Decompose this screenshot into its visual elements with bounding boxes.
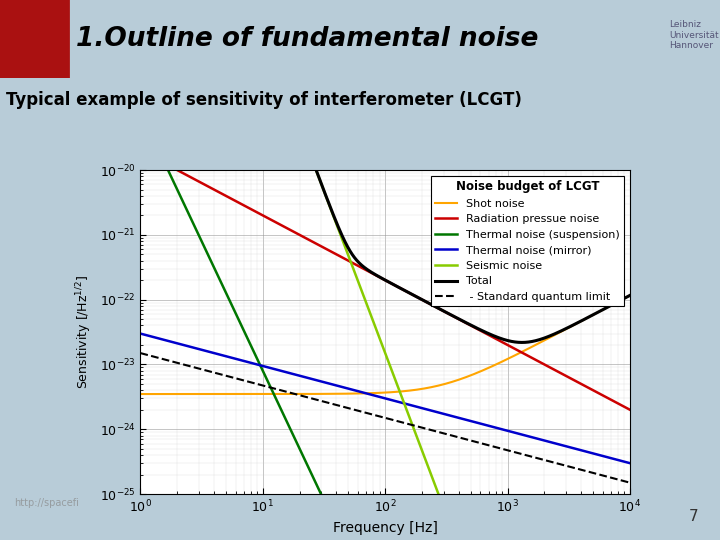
Thermal noise (mirror) (611, 456, 620, 463)
FancyBboxPatch shape (0, 0, 68, 78)
Line: Thermal noise (mirror): Thermal noise (mirror) (140, 334, 630, 463)
Text: 7: 7 (689, 509, 698, 524)
Radiation pressue noise (161, 160, 170, 167)
Radiation pressue noise (626, 407, 634, 413)
Radiation pressue noise (611, 399, 620, 406)
 - Standard quantum limit (521, 452, 530, 458)
Total (626, 292, 634, 299)
 - Standard quantum limit (161, 356, 170, 363)
 - Standard quantum limit (626, 480, 634, 486)
Line: Thermal noise (suspension): Thermal noise (suspension) (140, 112, 630, 540)
 - Standard quantum limit (374, 413, 383, 420)
Radiation pressue noise (361, 267, 370, 273)
Shot noise (626, 292, 634, 299)
Text: Typical example of sensitivity of interferometer (LCGT): Typical example of sensitivity of interf… (6, 91, 522, 109)
Line:  - Standard quantum limit: - Standard quantum limit (140, 353, 630, 483)
Radiation pressue noise (521, 352, 530, 358)
Thermal noise (mirror) (361, 390, 370, 396)
Text: 1.Outline of fundamental noise: 1.Outline of fundamental noise (76, 26, 538, 52)
Seismic noise (374, 332, 383, 339)
Total (612, 300, 621, 306)
Total (361, 265, 370, 272)
Radiation pressue noise (611, 399, 620, 406)
Line: Shot noise: Shot noise (140, 295, 630, 394)
Thermal noise (mirror) (611, 456, 620, 463)
Total (374, 273, 383, 280)
Line: Total: Total (140, 0, 630, 342)
Shot noise (611, 300, 620, 306)
Total (522, 339, 531, 346)
Thermal noise (mirror) (136, 330, 145, 337)
Line: Seismic noise: Seismic noise (140, 0, 630, 540)
X-axis label: Frequency [Hz]: Frequency [Hz] (333, 521, 438, 535)
Total (518, 339, 526, 346)
 - Standard quantum limit (611, 476, 620, 482)
 - Standard quantum limit (611, 476, 620, 482)
Shot noise (136, 391, 145, 397)
Text: http://spacefi: http://spacefi (14, 497, 79, 508)
Thermal noise (suspension) (161, 161, 170, 168)
Thermal noise (mirror) (374, 393, 383, 400)
Radiation pressue noise (374, 273, 383, 280)
Total (611, 300, 620, 306)
Thermal noise (mirror) (161, 337, 170, 343)
Shot noise (611, 300, 620, 306)
Shot noise (361, 390, 370, 396)
Y-axis label: Sensitivity [/Hz$^{1/2}$]: Sensitivity [/Hz$^{1/2}$] (74, 275, 94, 389)
Radiation pressue noise (136, 147, 145, 154)
 - Standard quantum limit (136, 350, 145, 356)
Shot noise (374, 390, 383, 396)
Seismic noise (361, 298, 370, 304)
Shot noise (161, 391, 170, 397)
Text: Leibniz
Universität
Hannover: Leibniz Universität Hannover (670, 21, 719, 50)
Line: Radiation pressue noise: Radiation pressue noise (140, 151, 630, 410)
Thermal noise (suspension) (136, 109, 145, 115)
Shot noise (521, 347, 530, 353)
Legend: Shot noise, Radiation pressue noise, Thermal noise (suspension), Thermal noise (: Shot noise, Radiation pressue noise, The… (431, 176, 624, 306)
 - Standard quantum limit (361, 409, 370, 416)
Thermal noise (mirror) (521, 433, 530, 439)
Thermal noise (mirror) (626, 460, 634, 467)
